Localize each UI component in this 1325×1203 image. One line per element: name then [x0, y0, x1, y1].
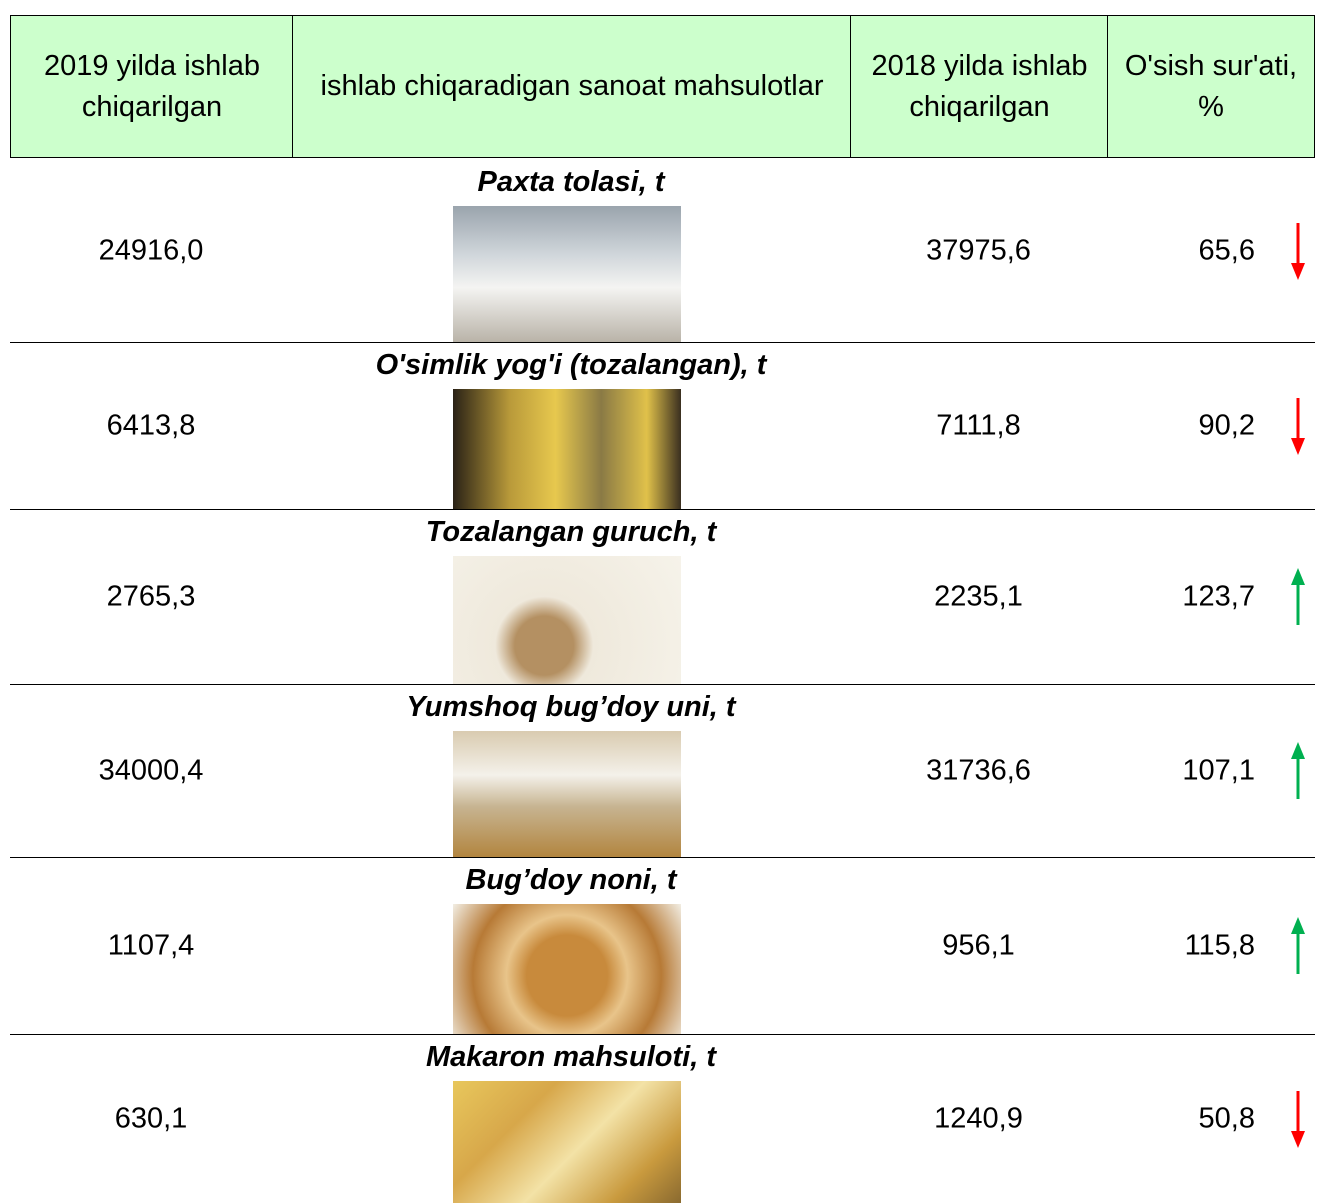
table-row: Bug’doy noni, t 1107,4 956,1 115,8 [10, 858, 1315, 1035]
product-name: Bug’doy noni, t [465, 864, 677, 896]
product-image [453, 731, 681, 857]
value-2019: 6413,8 [106, 409, 196, 442]
product-image [453, 904, 681, 1034]
growth-rate: 115,8 [1184, 929, 1255, 962]
product-name: Tozalangan guruch, t [425, 516, 717, 548]
trend-arrow [1291, 223, 1305, 280]
header-cell: 2019 yilda ishlab chiqarilgan [10, 15, 294, 158]
product-name: Yumshoq bug’doy uni, t [406, 691, 736, 723]
product-image [453, 389, 681, 509]
header-cell: ishlab chiqaradigan sanoat mahsulotlar [292, 15, 852, 158]
value-2019: 2765,3 [106, 580, 196, 613]
product-name: Makaron mahsuloti, t [425, 1041, 717, 1073]
value-2018: 7111,8 [936, 409, 1021, 442]
product-image [453, 556, 681, 684]
product-name: Paxta tolasi, t [477, 166, 665, 198]
value-2019: 630,1 [114, 1102, 188, 1135]
value-2019: 1107,4 [107, 929, 195, 962]
growth-rate: 107,1 [1182, 754, 1255, 787]
product-image [453, 1081, 681, 1203]
growth-rate: 123,7 [1182, 580, 1255, 613]
value-2018: 956,1 [942, 929, 1015, 962]
product-name: O'simlik yog'i (tozalangan), t [375, 349, 767, 381]
value-2018: 37975,6 [926, 234, 1031, 267]
table-row: Paxta tolasi, t 24916,0 37975,6 65,6 [10, 160, 1315, 343]
growth-rate: 65,6 [1198, 234, 1255, 267]
trend-arrow [1291, 917, 1305, 974]
trend-arrow [1291, 568, 1305, 625]
value-2019: 24916,0 [98, 234, 204, 267]
table-row: Yumshoq bug’doy uni, t 34000,4 31736,6 107,… [10, 685, 1315, 858]
trend-arrow [1291, 1091, 1305, 1148]
product-image [453, 206, 681, 342]
value-2019: 34000,4 [98, 754, 204, 787]
header-cell: O'sish sur'ati, % [1107, 15, 1315, 158]
header-cell: 2018 yilda ishlab chiqarilgan [850, 15, 1109, 158]
trend-arrow [1291, 742, 1305, 799]
value-2018: 2235,1 [934, 580, 1023, 613]
growth-rate: 90,2 [1198, 409, 1255, 442]
trend-arrow [1291, 398, 1305, 455]
growth-rate: 50,8 [1198, 1102, 1255, 1135]
table-row: Tozalangan guruch, t 2765,3 2235,1 123,7 [10, 510, 1315, 685]
value-2018: 31736,6 [926, 754, 1031, 787]
table-row: O'simlik yog'i (tozalangan), t 6413,8 7111… [10, 343, 1315, 510]
value-2018: 1240,9 [934, 1102, 1023, 1135]
table-row: Makaron mahsuloti, t 630,1 1240,9 50,8 [10, 1035, 1315, 1203]
